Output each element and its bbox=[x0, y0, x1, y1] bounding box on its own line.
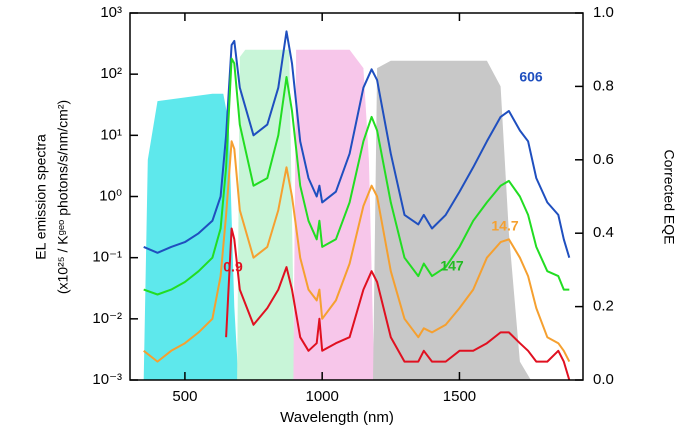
eqe-area bbox=[237, 49, 295, 380]
x-tick-label: 1000 bbox=[305, 388, 338, 405]
annotation: 0.9 bbox=[223, 259, 243, 275]
y-tick-label: 10³ bbox=[100, 4, 122, 21]
x-axis-label: Wavelength (nm) bbox=[280, 409, 394, 426]
x-tick-label: 500 bbox=[172, 388, 197, 405]
eqe-area bbox=[373, 60, 531, 380]
annotation: 147 bbox=[440, 258, 464, 274]
y-tick-label: 10⁻² bbox=[92, 310, 122, 327]
annotation: 14.7 bbox=[491, 218, 518, 234]
y2-tick-label: 0.4 bbox=[593, 224, 614, 241]
y2-tick-label: 0.8 bbox=[593, 77, 614, 94]
y-tick-label: 10⁻³ bbox=[92, 371, 122, 388]
spectrum-line bbox=[225, 227, 571, 381]
y-axis-label: EL emission spectra bbox=[33, 134, 49, 260]
y2-axis-label: Corrected EQE bbox=[661, 150, 677, 245]
y-axis-label: (x10²⁵ / Kᵍᵉᵒ photons/s/nm/cm²) bbox=[55, 100, 71, 294]
y-tick-label: 10¹ bbox=[100, 126, 122, 143]
y2-tick-label: 0.6 bbox=[593, 151, 614, 168]
annotation: 606 bbox=[519, 69, 543, 85]
lines bbox=[143, 30, 571, 381]
y2-tick-label: 0.2 bbox=[593, 298, 614, 315]
spectrum-line bbox=[143, 57, 570, 296]
x-tick-label: 1500 bbox=[443, 388, 476, 405]
y-tick-label: 10² bbox=[100, 65, 122, 82]
spectrum-line bbox=[143, 140, 571, 363]
y2-tick-label: 0.0 bbox=[593, 371, 614, 388]
y-tick-label: 10⁰ bbox=[99, 187, 122, 204]
y2-tick-label: 1.0 bbox=[593, 4, 614, 21]
spectrum-line bbox=[143, 30, 571, 258]
y-tick-label: 10⁻¹ bbox=[92, 249, 122, 266]
